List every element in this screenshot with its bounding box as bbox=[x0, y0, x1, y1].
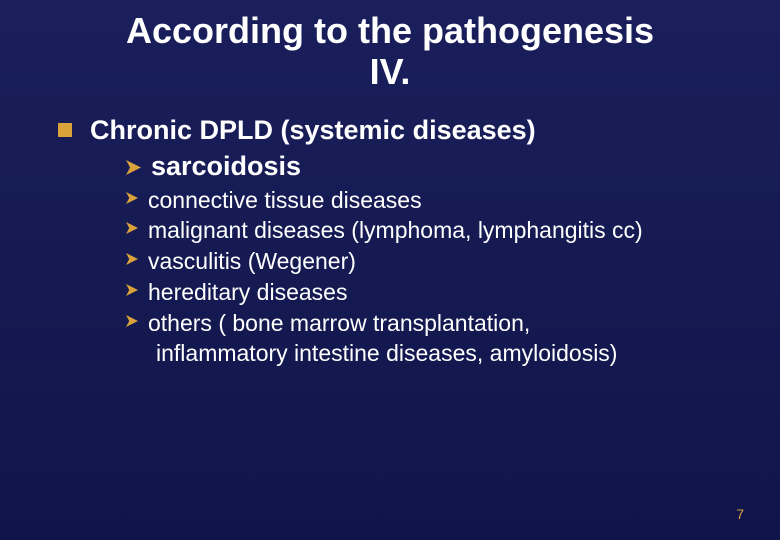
page-number: 7 bbox=[736, 506, 744, 522]
subitem: malignant diseases (lymphoma, lymphangit… bbox=[126, 216, 740, 245]
title-line-2: IV. bbox=[30, 51, 750, 92]
subitem: others ( bone marrow transplantation, bbox=[126, 309, 740, 338]
subitem: vasculitis (Wegener) bbox=[126, 247, 740, 276]
arrow-bullet-icon bbox=[126, 222, 138, 234]
subitem-continuation: inflammatory intestine diseases, amyloid… bbox=[126, 339, 740, 368]
subitem-text: sarcoidosis bbox=[151, 150, 301, 184]
subitem: hereditary diseases bbox=[126, 278, 740, 307]
sublist: sarcoidosis connective tissue diseasesma… bbox=[58, 150, 740, 368]
subitem-text: malignant diseases (lymphoma, lymphangit… bbox=[148, 216, 643, 245]
bullet-level1: Chronic DPLD (systemic diseases) bbox=[58, 115, 740, 146]
subitem-text: others ( bone marrow transplantation, bbox=[148, 309, 530, 338]
arrow-bullet-icon bbox=[126, 160, 141, 175]
heading-text: Chronic DPLD (systemic diseases) bbox=[90, 115, 536, 146]
subitem-text: vasculitis (Wegener) bbox=[148, 247, 356, 276]
title-line-1: According to the pathogenesis bbox=[30, 10, 750, 51]
subitem-sarcoidosis: sarcoidosis bbox=[126, 150, 740, 184]
arrow-bullet-icon bbox=[126, 284, 138, 296]
subitem-text: connective tissue diseases bbox=[148, 186, 422, 215]
square-bullet-icon bbox=[58, 123, 72, 137]
arrow-bullet-icon bbox=[126, 253, 138, 265]
subitem: connective tissue diseases bbox=[126, 186, 740, 215]
subitem-text: hereditary diseases bbox=[148, 278, 347, 307]
arrow-bullet-icon bbox=[126, 192, 138, 204]
slide: According to the pathogenesis IV. Chroni… bbox=[0, 0, 780, 540]
arrow-bullet-icon bbox=[126, 315, 138, 327]
slide-content: Chronic DPLD (systemic diseases) sarcoid… bbox=[0, 93, 780, 368]
slide-title: According to the pathogenesis IV. bbox=[0, 0, 780, 93]
